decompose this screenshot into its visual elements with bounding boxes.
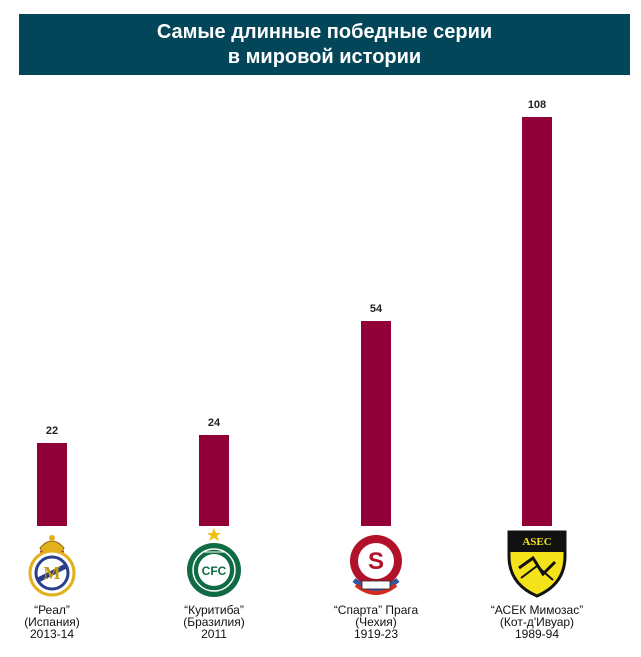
sparta-praha-crest-icon: S (350, 535, 402, 595)
svg-text:ASEC: ASEC (522, 536, 551, 548)
bar-3 (361, 321, 391, 526)
chart-title-line-2: в мировой истории (227, 45, 422, 68)
category-label-1-line-2: (Испания) (24, 615, 80, 629)
chart-title-line-1: Самые длинные победные серии (156, 20, 493, 43)
category-label-4: “АСЕК Мимозас” (Кот-д'Ивуар) 1989-94 (462, 604, 612, 640)
category-label-3: “Спарта” Прага (Чехия) 1919-23 (301, 604, 451, 640)
category-label-1-line-1: “Реал” (34, 603, 70, 617)
category-label-3-line-3: 1919-23 (353, 627, 399, 641)
bar-2 (199, 435, 229, 526)
category-label-3-line-2: (Чехия) (355, 615, 397, 629)
category-label-2: “Куритиба” (Бразилия) 2011 (139, 604, 289, 640)
chart-title: Самые длинные победные серии в мировой и… (19, 14, 630, 75)
bar-4 (522, 117, 552, 526)
category-label-1-line-3: 2013-14 (29, 627, 75, 641)
data-label-2: 24 (207, 417, 221, 429)
category-label-2-line-1: “Куритиба” (184, 603, 244, 617)
category-label-1: “Реал” (Испания) 2013-14 (0, 604, 127, 640)
svg-text:CFC: CFC (202, 564, 227, 578)
real-madrid-crest-icon: M (28, 535, 76, 597)
asec-mimosas-crest-icon: ASEC (507, 530, 567, 598)
bar-1 (37, 443, 67, 526)
data-label-1: 22 (45, 425, 59, 437)
category-label-4-line-1: “АСЕК Мимозас” (490, 603, 584, 617)
category-label-4-line-3: 1989-94 (514, 627, 560, 641)
data-label-3: 54 (369, 303, 383, 315)
category-label-2-line-2: (Бразилия) (183, 615, 245, 629)
svg-text:S: S (368, 548, 384, 575)
svg-text:M: M (44, 563, 61, 583)
data-label-4: 108 (527, 99, 547, 111)
category-label-2-line-3: 2011 (201, 627, 227, 641)
category-label-3-line-1: “Спарта” Прага (333, 603, 419, 617)
coritiba-crest-icon: CFC (187, 528, 241, 597)
category-label-4-line-2: (Кот-д'Ивуар) (499, 615, 575, 629)
